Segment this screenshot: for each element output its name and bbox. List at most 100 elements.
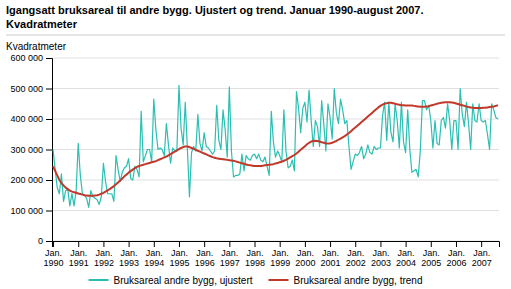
chart: Igangsatt bruksareal til andre bygg. Uju… <box>0 0 511 289</box>
x-tick: Jan.1991 <box>69 241 89 268</box>
x-tick: Jan.1995 <box>169 241 189 268</box>
x-tick-label-line: 1992 <box>94 258 114 268</box>
x-tick-mark <box>179 241 180 247</box>
y-tick: 100 000 <box>10 206 52 216</box>
y-tick-label: 400 000 <box>10 114 43 124</box>
x-tick-label: Jan.2007 <box>472 248 492 268</box>
x-tick-label: Jan.2002 <box>346 248 366 268</box>
y-tick: 600 000 <box>10 53 52 63</box>
x-tick-label-line: 1999 <box>270 258 290 268</box>
x-tick-mark <box>103 241 104 247</box>
x-tick-label: Jan.1998 <box>245 248 265 268</box>
y-tick: 400 000 <box>10 114 52 124</box>
grid-line <box>52 119 499 120</box>
x-tick: Jan.1997 <box>220 241 240 268</box>
y-axis-title: Kvadratmeter <box>6 41 67 52</box>
y-axis: 0 100 000 200 000 300 000 400 000 500 000 600 … <box>10 53 52 246</box>
series-line <box>53 102 498 196</box>
x-tick-label-line: Jan. <box>45 248 62 258</box>
y-tick: 300 000 <box>10 145 52 155</box>
grid-line <box>52 88 499 89</box>
y-tick-label: 100 000 <box>10 206 43 216</box>
x-tick-mark <box>330 241 331 247</box>
x-tick-label: Jan.1997 <box>220 248 240 268</box>
x-tick-label: Jan.1994 <box>144 248 164 268</box>
x-tick-mark <box>280 241 281 247</box>
x-tick-label-line: 1998 <box>245 258 265 268</box>
x-tick-label-line: Jan. <box>322 248 339 258</box>
grid-line <box>52 210 499 211</box>
series-line <box>53 85 498 207</box>
legend-label: Bruksareal andre bygg, trend <box>294 275 423 286</box>
y-tick-label: 0 <box>38 236 43 246</box>
x-tick-mark <box>53 241 54 247</box>
x-tick-label-line: Jan. <box>473 248 490 258</box>
x-tick-label: Jan.1993 <box>119 248 139 268</box>
x-tick-mark <box>78 241 79 247</box>
grid <box>52 58 499 241</box>
x-tick: Jan.1996 <box>195 241 215 268</box>
x-tick-label: Jan.2005 <box>421 248 441 268</box>
x-tick-label-line: Jan. <box>423 248 440 258</box>
x-tick-mark <box>154 241 155 247</box>
x-tick: Jan.2005 <box>421 241 441 268</box>
x-tick: Jan.2001 <box>321 241 341 268</box>
x-tick-label-line: 2002 <box>346 258 366 268</box>
x-tick: Jan.1994 <box>144 241 164 268</box>
x-tick-label-line: 1991 <box>69 258 89 268</box>
x-tick-mark <box>204 241 205 247</box>
x-tick-label-line: 1995 <box>169 258 189 268</box>
x-tick-label-line: 1993 <box>119 258 139 268</box>
x-tick-label-line: Jan. <box>448 248 465 258</box>
x-tick-label: Jan.1999 <box>270 248 290 268</box>
x-tick-mark <box>229 241 230 247</box>
legend-item: Bruksareal andre bygg, trend <box>269 275 423 286</box>
x-tick-label: Jan.2004 <box>396 248 416 268</box>
grid-line <box>52 58 499 59</box>
x-tick-label-line: 2001 <box>321 258 341 268</box>
separator <box>6 35 505 36</box>
x-tick-label: Jan.1992 <box>94 248 114 268</box>
y-tick-mark <box>46 241 52 242</box>
x-tick-label-line: 2003 <box>371 258 391 268</box>
x-tick-label: Jan.2001 <box>321 248 341 268</box>
x-tick-mark <box>255 241 256 247</box>
y-tick-mark <box>46 58 52 59</box>
y-tick: 500 000 <box>10 84 52 94</box>
x-tick-label-line: 2006 <box>446 258 466 268</box>
x-tick-label: Jan.1991 <box>69 248 89 268</box>
x-tick-label-line: 2005 <box>421 258 441 268</box>
x-tick-label-line: Jan. <box>372 248 389 258</box>
title: Igangsatt bruksareal til andre bygg. Uju… <box>6 4 424 16</box>
x-axis-line <box>53 242 500 248</box>
legend-swatch <box>89 279 109 281</box>
x-tick-label-line: 1990 <box>44 258 64 268</box>
x-tick: Jan.1992 <box>94 241 114 268</box>
y-tick-label: 300 000 <box>10 145 43 155</box>
x-tick: Jan.1993 <box>119 241 139 268</box>
y-tick-label: 500 000 <box>10 84 43 94</box>
x-tick: Jan.2007 <box>472 241 492 268</box>
x-tick-mark <box>305 241 306 247</box>
x-tick-label: Jan.2003 <box>371 248 391 268</box>
grid-line <box>52 149 499 150</box>
y-tick-mark <box>46 89 52 90</box>
y-tick: 200 000 <box>10 175 52 185</box>
x-tick-label: Jan.1996 <box>195 248 215 268</box>
legend-item: Bruksareal andre bygg, ujustert <box>89 275 253 286</box>
x-tick-label-line: Jan. <box>171 248 188 258</box>
series-lines <box>53 85 498 207</box>
x-tick-label: Jan.2006 <box>446 248 466 268</box>
x-tick-label-line: 1994 <box>144 258 164 268</box>
legend-label: Bruksareal andre bygg, ujustert <box>114 275 253 286</box>
x-tick: Jan.2002 <box>346 241 366 268</box>
y-tick-mark <box>46 180 52 181</box>
x-tick-mark <box>406 241 407 247</box>
x-tick-label: Jan.1995 <box>169 248 189 268</box>
x-tick-label-line: Jan. <box>196 248 213 258</box>
y-axis-line <box>46 59 53 242</box>
x-tick-label-line: 1996 <box>195 258 215 268</box>
x-tick: Jan.2004 <box>396 241 416 268</box>
x-tick: Jan.2003 <box>371 241 391 268</box>
x-tick-label-line: Jan. <box>95 248 112 258</box>
